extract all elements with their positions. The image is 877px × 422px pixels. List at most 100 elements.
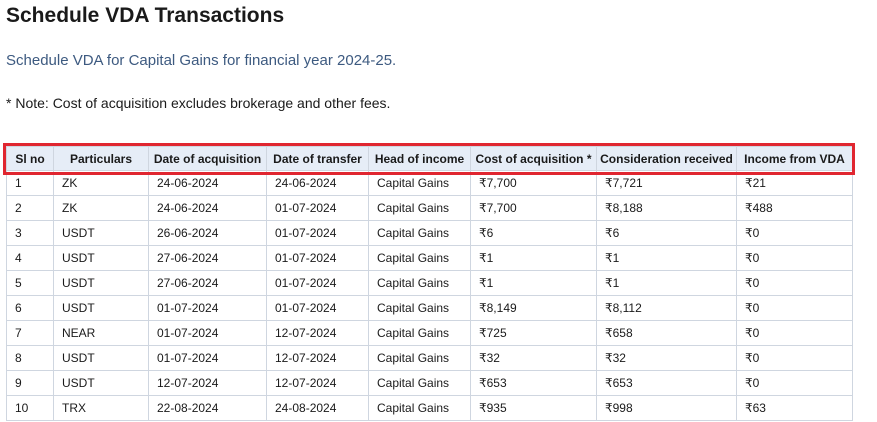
table-row: 4 USDT 27-06-2024 01-07-2024 Capital Gains ₹1… bbox=[6, 245, 853, 271]
table-cell: ₹21 bbox=[736, 170, 853, 196]
table-cell: ₹998 bbox=[596, 395, 737, 421]
column-header: Head of income bbox=[368, 146, 471, 171]
table-cell: 26-06-2024 bbox=[148, 220, 267, 246]
table-cell: 9 bbox=[6, 370, 54, 396]
table-cell: Capital Gains bbox=[368, 270, 471, 296]
table-cell: Capital Gains bbox=[368, 320, 471, 346]
table-cell: ₹1 bbox=[596, 270, 737, 296]
table-cell: ₹32 bbox=[470, 345, 597, 371]
table-cell: 01-07-2024 bbox=[266, 245, 369, 271]
table-cell: 01-07-2024 bbox=[148, 295, 267, 321]
table-cell: ₹1 bbox=[470, 270, 597, 296]
table-cell: ₹32 bbox=[596, 345, 737, 371]
table-cell: ₹0 bbox=[736, 345, 853, 371]
table-cell: 1 bbox=[6, 170, 54, 196]
table-cell: 7 bbox=[6, 320, 54, 346]
table-cell: 12-07-2024 bbox=[266, 345, 369, 371]
note: * Note: Cost of acquisition excludes bro… bbox=[6, 95, 391, 111]
table-cell: ₹6 bbox=[470, 220, 597, 246]
table-cell: 2 bbox=[6, 195, 54, 221]
table-row: 3 USDT 26-06-2024 01-07-2024 Capital Gains ₹6… bbox=[6, 220, 853, 246]
table-cell: ₹0 bbox=[736, 220, 853, 246]
table-cell: ₹8,149 bbox=[470, 295, 597, 321]
table-row: 2 ZK 24-06-2024 01-07-2024 Capital Gains ₹7,7… bbox=[6, 195, 853, 221]
table-cell: Capital Gains bbox=[368, 370, 471, 396]
table-cell: Capital Gains bbox=[368, 245, 471, 271]
table-cell: USDT bbox=[53, 345, 149, 371]
table-cell: Capital Gains bbox=[368, 195, 471, 221]
table-cell: 01-07-2024 bbox=[148, 320, 267, 346]
table-cell: Capital Gains bbox=[368, 295, 471, 321]
column-header: Date of transfer bbox=[266, 146, 369, 171]
table-cell: USDT bbox=[53, 270, 149, 296]
vda-table: Sl no Particulars Date of acquisition Date … bbox=[6, 146, 853, 421]
table-row: 7 NEAR 01-07-2024 12-07-2024 Capital Gains ₹7… bbox=[6, 320, 853, 346]
table-cell: Capital Gains bbox=[368, 395, 471, 421]
table-cell: Capital Gains bbox=[368, 170, 471, 196]
table-cell: USDT bbox=[53, 245, 149, 271]
table-cell: Capital Gains bbox=[368, 220, 471, 246]
table-body: 1 ZK 24-06-2024 24-06-2024 Capital Gains ₹7,7… bbox=[6, 170, 853, 421]
table-cell: ZK bbox=[53, 170, 149, 196]
table-cell: 5 bbox=[6, 270, 54, 296]
table-cell: 24-06-2024 bbox=[148, 170, 267, 196]
table-cell: 24-08-2024 bbox=[266, 395, 369, 421]
table-cell: ₹6 bbox=[596, 220, 737, 246]
table-cell: 27-06-2024 bbox=[148, 270, 267, 296]
table-cell: ₹653 bbox=[470, 370, 597, 396]
table-cell: 01-07-2024 bbox=[266, 270, 369, 296]
table-cell: 4 bbox=[6, 245, 54, 271]
table-cell: ₹658 bbox=[596, 320, 737, 346]
subtitle: Schedule VDA for Capital Gains for finan… bbox=[6, 52, 397, 69]
table-cell: ₹63 bbox=[736, 395, 853, 421]
table-cell: Capital Gains bbox=[368, 345, 471, 371]
table-cell: ₹0 bbox=[736, 320, 853, 346]
column-header: Sl no bbox=[6, 146, 54, 171]
table-cell: ₹7,700 bbox=[470, 195, 597, 221]
table-cell: ₹725 bbox=[470, 320, 597, 346]
table-cell: 12-07-2024 bbox=[148, 370, 267, 396]
table-cell: ₹935 bbox=[470, 395, 597, 421]
table-cell: ₹8,112 bbox=[596, 295, 737, 321]
table-cell: 12-07-2024 bbox=[266, 320, 369, 346]
table-row: 10 TRX 22-08-2024 24-08-2024 Capital Gains ₹9… bbox=[6, 395, 853, 421]
table-cell: ₹488 bbox=[736, 195, 853, 221]
table-cell: ₹0 bbox=[736, 295, 853, 321]
table-row: 1 ZK 24-06-2024 24-06-2024 Capital Gains ₹7,7… bbox=[6, 170, 853, 196]
table-cell: 24-06-2024 bbox=[148, 195, 267, 221]
header-row: Sl no Particulars Date of acquisition Date … bbox=[6, 146, 853, 171]
table-row: 6 USDT 01-07-2024 01-07-2024 Capital Gains ₹8… bbox=[6, 295, 853, 321]
table-cell: 12-07-2024 bbox=[266, 370, 369, 396]
table-cell: ₹0 bbox=[736, 245, 853, 271]
table-cell: 01-07-2024 bbox=[266, 295, 369, 321]
table-cell: 3 bbox=[6, 220, 54, 246]
column-header: Consideration received bbox=[596, 146, 737, 171]
table-cell: 10 bbox=[6, 395, 54, 421]
table-cell: 6 bbox=[6, 295, 54, 321]
column-header: Particulars bbox=[53, 146, 149, 171]
title: Schedule VDA Transactions bbox=[6, 4, 285, 27]
table-cell: ₹7,721 bbox=[596, 170, 737, 196]
table-cell: USDT bbox=[53, 220, 149, 246]
table-cell: 01-07-2024 bbox=[148, 345, 267, 371]
table-cell: USDT bbox=[53, 370, 149, 396]
table-cell: TRX bbox=[53, 395, 149, 421]
column-header: Date of acquisition bbox=[148, 146, 267, 171]
column-header: Income from VDA bbox=[736, 146, 853, 171]
table-cell: ₹1 bbox=[596, 245, 737, 271]
table-cell: ₹653 bbox=[596, 370, 737, 396]
table-cell: NEAR bbox=[53, 320, 149, 346]
table-row: 9 USDT 12-07-2024 12-07-2024 Capital Gains ₹6… bbox=[6, 370, 853, 396]
table-cell: ₹7,700 bbox=[470, 170, 597, 196]
column-header: Cost of acquisition * bbox=[470, 146, 597, 171]
table-cell: ZK bbox=[53, 195, 149, 221]
table-cell: USDT bbox=[53, 295, 149, 321]
table-row: 8 USDT 01-07-2024 12-07-2024 Capital Gains ₹3… bbox=[6, 345, 853, 371]
table-cell: ₹0 bbox=[736, 270, 853, 296]
table-cell: ₹8,188 bbox=[596, 195, 737, 221]
table-cell: 01-07-2024 bbox=[266, 195, 369, 221]
table-cell: 22-08-2024 bbox=[148, 395, 267, 421]
table-cell: 01-07-2024 bbox=[266, 220, 369, 246]
table-row: 5 USDT 27-06-2024 01-07-2024 Capital Gains ₹1… bbox=[6, 270, 853, 296]
